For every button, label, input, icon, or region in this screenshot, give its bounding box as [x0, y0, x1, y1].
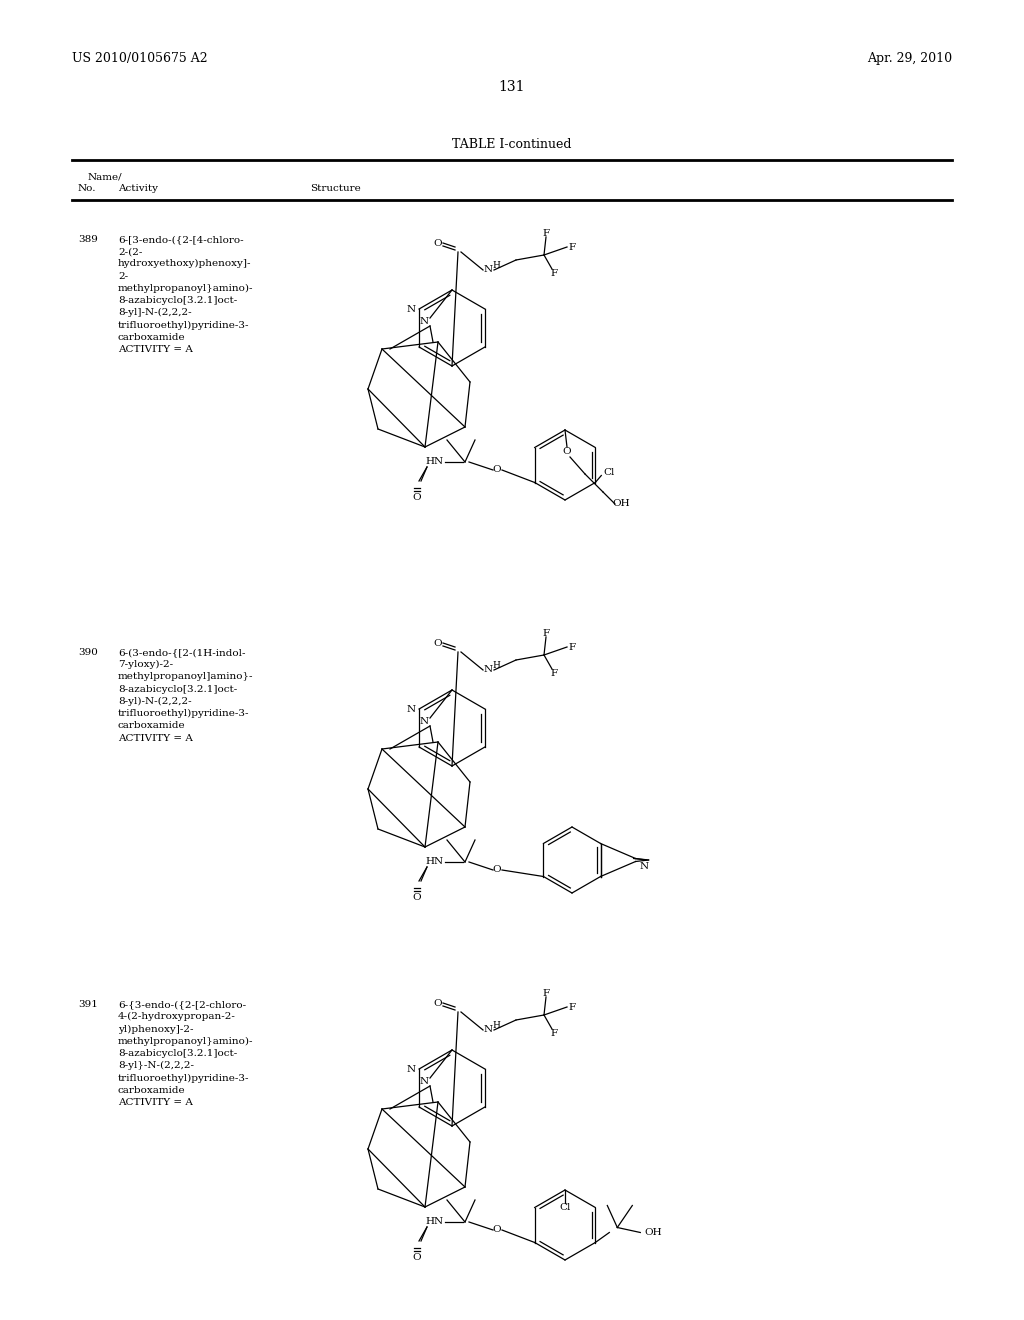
Text: F: F	[543, 989, 550, 998]
Text: O: O	[493, 466, 502, 474]
Text: O: O	[413, 1254, 421, 1262]
Text: N: N	[407, 1064, 416, 1073]
Text: US 2010/0105675 A2: US 2010/0105675 A2	[72, 51, 208, 65]
Text: OH: OH	[644, 1228, 663, 1237]
Text: N: N	[639, 862, 648, 871]
Text: OH: OH	[612, 499, 630, 508]
Text: Apr. 29, 2010: Apr. 29, 2010	[867, 51, 952, 65]
Text: O: O	[434, 239, 442, 248]
Text: 6-[3-endo-({2-[4-chloro-
2-(2-
hydroxyethoxy)phenoxy]-
2-
methylpropanoyl}amino): 6-[3-endo-({2-[4-chloro- 2-(2- hydroxyet…	[118, 235, 254, 354]
Text: Name/: Name/	[88, 172, 123, 181]
Text: HN: HN	[426, 858, 444, 866]
Text: F: F	[568, 243, 575, 252]
Text: N: N	[407, 705, 416, 714]
Text: F: F	[551, 268, 557, 277]
Text: O: O	[493, 866, 502, 874]
Text: TABLE I-continued: TABLE I-continued	[453, 139, 571, 150]
Text: H: H	[493, 261, 500, 271]
Text: N: N	[483, 265, 493, 275]
Text: N: N	[483, 1026, 493, 1035]
Text: O: O	[562, 447, 571, 457]
Text: N: N	[420, 318, 429, 326]
Text: 389: 389	[78, 235, 98, 244]
Text: 6-(3-endo-{[2-(1H-indol-
7-yloxy)-2-
methylpropanoyl]amino}-
8-azabicyclo[3.2.1]: 6-(3-endo-{[2-(1H-indol- 7-yloxy)-2- met…	[118, 648, 254, 743]
Text: 391: 391	[78, 1001, 98, 1008]
Text: O: O	[493, 1225, 502, 1234]
Text: N: N	[483, 665, 493, 675]
Text: H: H	[493, 661, 500, 671]
Text: F: F	[551, 1028, 557, 1038]
Text: Structure: Structure	[310, 183, 360, 193]
Text: F: F	[551, 668, 557, 677]
Text: Activity: Activity	[118, 183, 158, 193]
Text: 6-{3-endo-({2-[2-chloro-
4-(2-hydroxypropan-2-
yl)phenoxy]-2-
methylpropanoyl}am: 6-{3-endo-({2-[2-chloro- 4-(2-hydroxypro…	[118, 1001, 254, 1107]
Text: O: O	[434, 639, 442, 648]
Text: F: F	[543, 228, 550, 238]
Text: HN: HN	[426, 458, 444, 466]
Text: O: O	[434, 999, 442, 1008]
Text: N: N	[420, 1077, 429, 1086]
Text: No.: No.	[78, 183, 96, 193]
Text: HN: HN	[426, 1217, 444, 1226]
Text: N: N	[407, 305, 416, 314]
Text: Cl: Cl	[603, 469, 615, 477]
Text: F: F	[568, 643, 575, 652]
Text: O: O	[413, 494, 421, 503]
Text: F: F	[543, 628, 550, 638]
Text: Cl: Cl	[559, 1204, 570, 1213]
Text: F: F	[568, 1002, 575, 1011]
Text: 390: 390	[78, 648, 98, 657]
Text: H: H	[493, 1022, 500, 1031]
Text: 131: 131	[499, 81, 525, 94]
Text: N: N	[420, 718, 429, 726]
Text: O: O	[413, 894, 421, 903]
